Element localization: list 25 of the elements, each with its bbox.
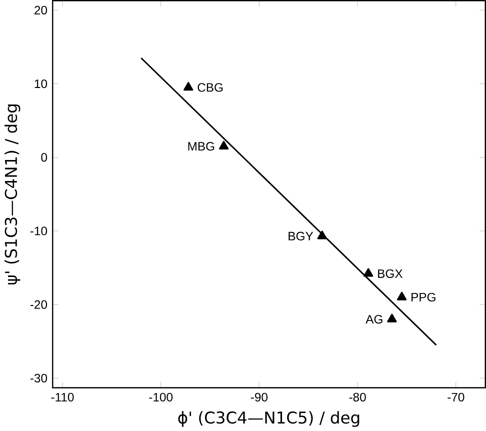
x-tick-label: -100 (149, 392, 173, 402)
annotation: BGX (378, 269, 403, 278)
y-tick-label: 0 (41, 152, 48, 162)
x-tick-label: -80 (349, 392, 366, 402)
y-tick-label: -30 (30, 374, 48, 382)
x-tick-label: -110 (51, 392, 74, 402)
x-axis-title: ϕ' (C3C4—N1C5) / deg (178, 410, 360, 427)
point (364, 268, 374, 277)
annotation: PPG (412, 292, 436, 302)
point (387, 314, 397, 322)
y-tick-label: -20 (30, 300, 48, 309)
y-tick-label: 10 (34, 79, 48, 88)
point (396, 292, 407, 300)
point (317, 230, 327, 240)
point (218, 140, 229, 150)
annotation: BGY (288, 232, 314, 240)
x-tick-label: -90 (250, 392, 268, 402)
x-tick-label: -70 (448, 392, 464, 402)
annotation: CBG (198, 82, 223, 92)
annotation: AG (366, 314, 382, 324)
y-tick-label: -10 (30, 226, 48, 236)
y-axis-title: ψ' (S1C3—C4N1) / deg (4, 104, 20, 284)
point (184, 82, 194, 90)
annotation: MBG (188, 142, 214, 150)
y-tick-label: 20 (34, 6, 48, 14)
